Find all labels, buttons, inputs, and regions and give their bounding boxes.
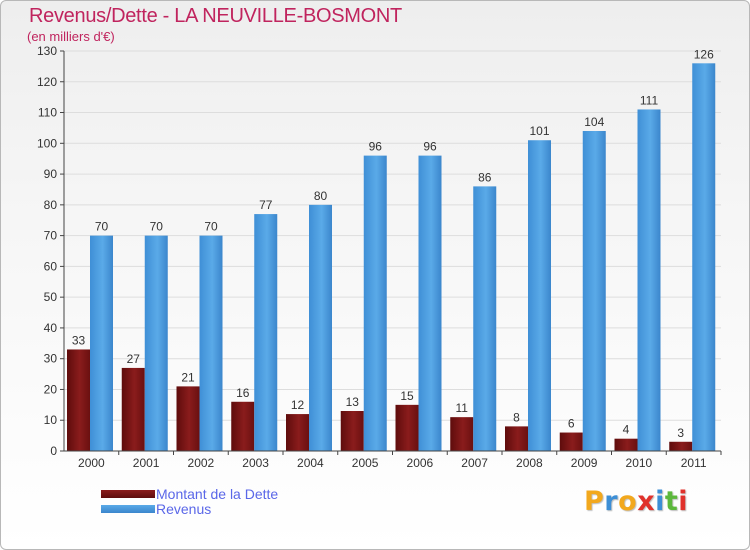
data-label: 33 xyxy=(72,333,86,347)
bar-revenus-2004 xyxy=(309,204,332,451)
x-tick-label: 2004 xyxy=(297,456,324,470)
bar-dette-2009 xyxy=(559,432,583,451)
logo-letter: i xyxy=(678,486,689,517)
bar-dette-2007 xyxy=(450,417,474,451)
data-label: 101 xyxy=(529,124,549,138)
y-tick-label: 10 xyxy=(44,413,58,427)
y-tick-label: 80 xyxy=(44,198,58,212)
x-tick-label: 2006 xyxy=(407,456,434,470)
logo-letter: r xyxy=(604,486,619,517)
data-label: 96 xyxy=(423,140,437,154)
logo-letter: t xyxy=(664,486,679,517)
logo-letter: P xyxy=(584,486,605,517)
data-labels: 33 70 27 70 21 70 16 77 12 80 13 96 15 96 11 86 8 101 6 104… xyxy=(72,47,714,439)
bar-dette-2010 xyxy=(614,438,638,451)
bars xyxy=(67,63,716,452)
y-tick-label: 0 xyxy=(50,444,57,458)
data-label: 4 xyxy=(623,423,630,437)
bar-revenus-2008 xyxy=(528,140,551,451)
chart-subtitle: (en milliers d'€) xyxy=(27,29,115,44)
bar-revenus-2001 xyxy=(144,235,168,451)
data-label: 15 xyxy=(400,389,414,403)
bar-revenus-2011 xyxy=(692,63,716,452)
legend-swatch-revenus xyxy=(101,505,155,513)
data-label: 27 xyxy=(127,352,141,366)
data-label: 13 xyxy=(346,395,360,409)
data-label: 111 xyxy=(640,93,659,107)
bar-dette-2008 xyxy=(505,426,528,451)
x-tick-label: 2001 xyxy=(133,456,160,470)
data-label: 70 xyxy=(150,220,164,234)
data-label: 96 xyxy=(369,140,383,154)
logo-letter: x xyxy=(637,486,656,517)
axes: 0 10 20 30 40 50 60 70 80 90 100 110 120 130 2000 2001 2… xyxy=(37,44,722,470)
y-tick-label: 50 xyxy=(44,290,58,304)
bar-revenus-2010 xyxy=(637,109,661,451)
data-label: 16 xyxy=(236,386,250,400)
legend-label-dette: Montant de la Dette xyxy=(156,486,279,502)
bar-dette-2004 xyxy=(286,414,309,451)
data-label: 12 xyxy=(291,398,305,412)
y-tick-label: 40 xyxy=(44,321,58,335)
y-tick-label: 130 xyxy=(37,44,57,58)
data-label: 3 xyxy=(677,426,684,440)
bar-revenus-2009 xyxy=(582,131,606,451)
bar-dette-2002 xyxy=(176,386,200,451)
bar-revenus-2005 xyxy=(363,155,387,451)
x-tick-label: 2011 xyxy=(681,456,707,470)
y-tick-label: 70 xyxy=(44,229,58,243)
data-label: 80 xyxy=(314,189,328,203)
data-label: 104 xyxy=(584,115,604,129)
bar-dette-2005 xyxy=(340,411,364,451)
bar-dette-2011 xyxy=(669,441,693,451)
data-label: 70 xyxy=(204,220,218,234)
x-tick-label: 2008 xyxy=(516,456,543,470)
y-tick-label: 60 xyxy=(44,259,58,273)
bar-revenus-2002 xyxy=(199,235,223,451)
bar-dette-2000 xyxy=(67,349,90,451)
bar-dette-2001 xyxy=(121,367,145,451)
bar-revenus-2000 xyxy=(90,235,113,451)
y-tick-label: 30 xyxy=(44,352,58,366)
legend-label-revenus: Revenus xyxy=(156,501,212,517)
logo-letter: o xyxy=(618,486,638,517)
x-tick-label: 2010 xyxy=(626,456,653,470)
proxiti-logo: Proxiti xyxy=(584,486,688,517)
bar-revenus-2007 xyxy=(473,186,497,451)
chart-title: Revenus/Dette - LA NEUVILLE-BOSMONT xyxy=(29,5,402,27)
bar-revenus-2006 xyxy=(418,155,442,451)
data-label: 21 xyxy=(181,370,195,384)
y-tick-label: 120 xyxy=(37,75,57,89)
gridlines xyxy=(64,50,721,421)
y-tick-label: 100 xyxy=(37,136,57,150)
x-tick-label: 2007 xyxy=(461,456,488,470)
data-label: 8 xyxy=(513,410,520,424)
y-tick-label: 110 xyxy=(38,106,57,120)
data-label: 77 xyxy=(259,198,273,212)
bar-dette-2003 xyxy=(231,401,255,451)
bar-revenus-2003 xyxy=(254,214,278,451)
x-tick-label: 2009 xyxy=(571,456,598,470)
bar-dette-2006 xyxy=(395,404,419,451)
x-tick-label: 2000 xyxy=(78,456,105,470)
data-label: 70 xyxy=(95,220,109,234)
x-tick-label: 2003 xyxy=(242,456,269,470)
x-tick-label: 2002 xyxy=(188,456,215,470)
y-tick-label: 20 xyxy=(44,382,58,396)
logo-letter: i xyxy=(655,486,665,517)
data-label: 11 xyxy=(456,401,469,415)
data-label: 126 xyxy=(694,47,714,61)
legend-swatch-dette xyxy=(101,490,155,498)
data-label: 6 xyxy=(568,417,575,431)
data-label: 86 xyxy=(478,170,492,184)
y-tick-label: 90 xyxy=(44,167,58,181)
x-tick-label: 2005 xyxy=(352,456,379,470)
